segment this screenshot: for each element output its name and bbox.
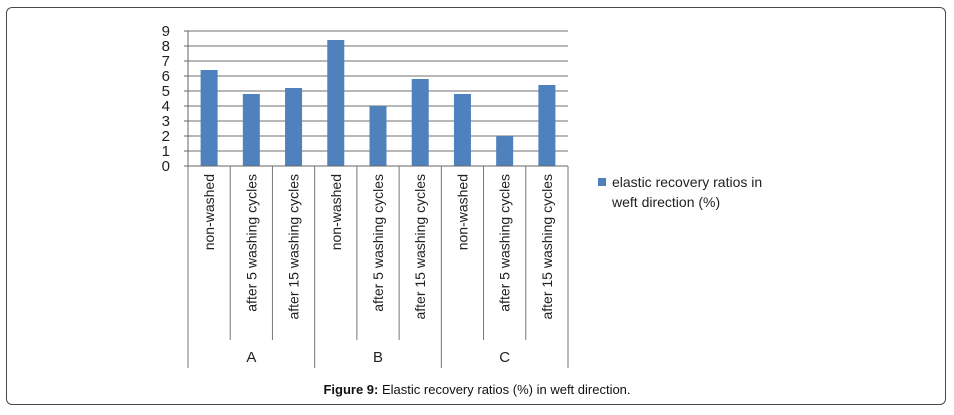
y-tick-label: 4 <box>162 98 170 115</box>
x-tick-label: after 15 washing cycles <box>412 174 428 320</box>
y-tick-label: 7 <box>162 53 170 70</box>
y-tick-label: 2 <box>162 128 170 145</box>
legend-label: elastic recovery ratios in weft directio… <box>611 174 766 210</box>
bar <box>411 79 429 166</box>
y-tick-label: 0 <box>162 158 170 175</box>
bar <box>200 70 218 166</box>
group-label: C <box>499 349 510 366</box>
y-tick-label: 9 <box>162 23 170 40</box>
y-tick-label: 3 <box>162 113 170 130</box>
x-tick-label: non-washed <box>201 174 217 250</box>
x-tick-label: non-washed <box>328 174 344 250</box>
group-label: B <box>373 349 383 366</box>
x-tick-label: after 15 washing cycles <box>539 174 555 320</box>
legend: elastic recovery ratios in weft directio… <box>598 174 766 210</box>
caption-text: Elastic recovery ratios (%) in weft dire… <box>382 382 631 397</box>
figure-caption: Figure 9: Elastic recovery ratios (%) in… <box>0 382 954 397</box>
bar <box>327 40 345 166</box>
group-labels: A B C <box>246 349 510 366</box>
y-tick-label: 5 <box>162 83 170 100</box>
y-tick-label: 6 <box>162 68 170 85</box>
bar <box>453 94 471 166</box>
bar <box>285 88 303 166</box>
x-tick-label: after 15 washing cycles <box>286 174 302 320</box>
legend-swatch <box>598 178 606 186</box>
x-tick-label: non-washed <box>454 174 470 250</box>
x-tick-label: after 5 washing cycles <box>497 174 513 312</box>
bar <box>242 94 260 166</box>
x-tick-label: after 5 washing cycles <box>370 174 386 312</box>
bar <box>496 136 514 166</box>
axes <box>184 30 569 368</box>
bar <box>369 106 387 166</box>
caption-label: Figure 9: <box>323 382 379 397</box>
bars <box>200 40 556 166</box>
x-tick-labels: non-washed after 5 washing cycles after 15… <box>201 174 555 320</box>
group-label: A <box>246 349 256 366</box>
y-tick-label: 8 <box>162 38 170 55</box>
bar <box>538 85 556 166</box>
y-tick-label: 1 <box>162 143 170 160</box>
x-tick-label: after 5 washing cycles <box>243 174 259 312</box>
figure-frame <box>6 7 946 405</box>
